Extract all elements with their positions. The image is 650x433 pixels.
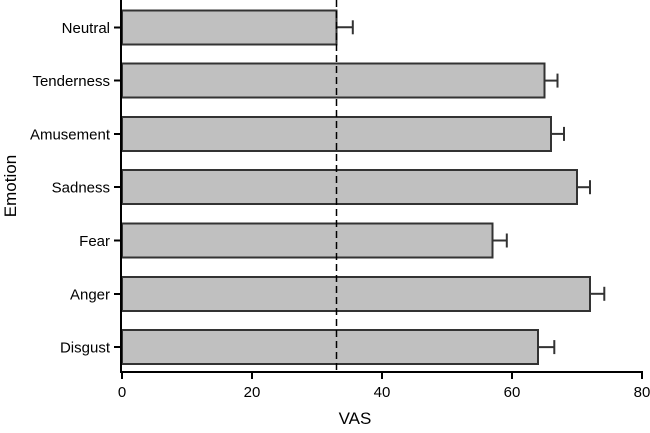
category-label-disgust: Disgust [60, 340, 111, 357]
x-tick-label-0: 0 [118, 384, 126, 401]
x-tick-label-40: 40 [374, 384, 391, 401]
bar-tenderness [121, 62, 546, 99]
x-tick-label-80: 80 [634, 384, 650, 401]
category-label-fear: Fear [79, 233, 110, 250]
x-tick-label-60: 60 [504, 384, 521, 401]
bar-sadness [121, 169, 578, 206]
bar-neutral [121, 9, 338, 46]
category-label-tenderness: Tenderness [32, 73, 110, 90]
x-axis-title: VAS [339, 409, 372, 428]
bar-disgust [121, 329, 539, 366]
category-label-sadness: Sadness [52, 180, 110, 197]
x-tick-label-20: 20 [244, 384, 261, 401]
bar-fear [121, 222, 494, 259]
category-label-neutral: Neutral [62, 20, 110, 37]
category-label-anger: Anger [70, 286, 110, 303]
y-axis-title: Emotion [1, 155, 20, 217]
category-label-amusement: Amusement [30, 126, 111, 143]
bar-anger [121, 275, 591, 312]
